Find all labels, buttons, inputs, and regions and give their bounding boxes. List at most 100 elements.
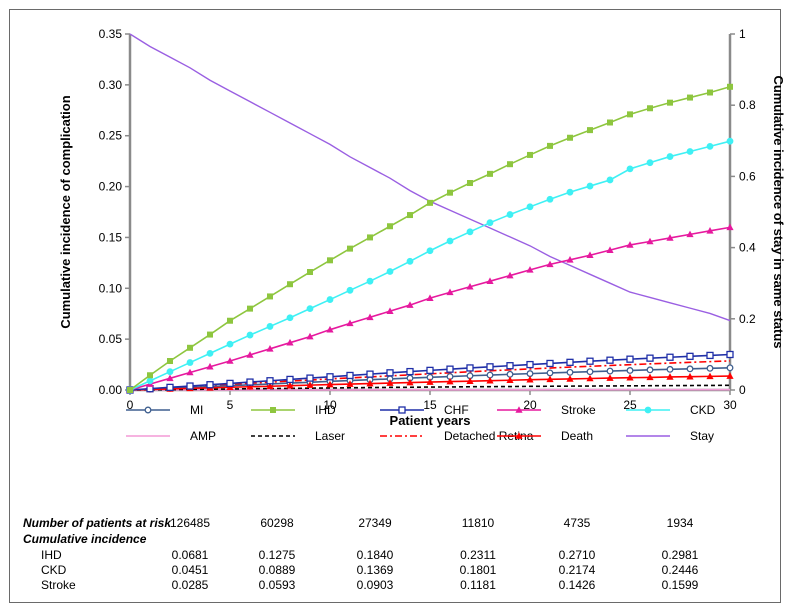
legend-marker-death [515, 432, 523, 439]
legend-item-detached-retina: Detached Retina [380, 429, 534, 443]
data-point-stroke [346, 319, 354, 327]
data-point-ihd [667, 99, 673, 106]
risk-row-label: CKD [41, 563, 67, 577]
data-point-stroke [466, 282, 474, 290]
data-point-ihd [247, 305, 253, 312]
data-point-ihd [167, 358, 173, 365]
data-point-mi [606, 367, 614, 375]
data-point-chf [286, 375, 294, 384]
risk-value: 0.0593 [258, 578, 296, 592]
data-point-stroke [406, 301, 414, 308]
data-point-death [646, 373, 654, 381]
data-point-chf [446, 365, 454, 373]
data-point-stroke [566, 256, 574, 263]
data-point-ckd [246, 331, 254, 339]
risk-value: 0.2174 [558, 563, 596, 577]
data-point-ihd [427, 199, 433, 206]
data-point-death [546, 375, 554, 383]
data-point-ckd [666, 153, 674, 160]
data-point-death [486, 376, 494, 384]
data-point-ckd [466, 228, 474, 236]
data-point-ckd [506, 211, 514, 218]
risk-patients-value: 126485 [169, 516, 211, 530]
x-axis-title: Patient years [390, 413, 471, 428]
x-tick-label: 10 [323, 398, 337, 412]
data-point-stroke [666, 234, 674, 241]
data-point-mi [526, 370, 534, 378]
data-point-mi [586, 368, 594, 376]
data-point-ihd [587, 127, 593, 134]
legend-marker-chf [398, 406, 406, 414]
data-point-ckd [706, 142, 714, 150]
legend-label-amp: AMP [190, 429, 216, 443]
data-point-ckd [146, 377, 154, 385]
data-point-stroke [326, 325, 334, 333]
legend-item-laser: Laser [251, 429, 345, 443]
y-left-tick-label: 0.25 [99, 129, 123, 143]
data-point-chf [266, 377, 274, 385]
data-point-stroke [286, 338, 294, 346]
data-point-chf [246, 378, 254, 386]
data-point-ckd [586, 182, 594, 190]
legend-label-stay: Stay [690, 429, 714, 443]
data-point-chf [226, 379, 234, 388]
series-ihd [127, 83, 733, 393]
data-point-chf [366, 370, 374, 378]
data-point-chf [186, 382, 194, 390]
data-point-ckd [606, 176, 614, 184]
legend-label-stroke: Stroke [561, 403, 596, 417]
data-point-death [666, 373, 674, 380]
y-left-tick-label: 0.15 [99, 230, 123, 244]
legend-label-detached-retina: Detached Retina [444, 429, 534, 443]
data-point-death [286, 381, 294, 389]
data-point-chf [706, 351, 714, 360]
data-point-ihd [267, 293, 273, 300]
data-point-chf [386, 369, 394, 377]
data-point-death [466, 377, 474, 384]
data-point-stroke [506, 271, 514, 279]
x-tick-label: 0 [127, 398, 134, 412]
data-point-ihd [287, 281, 293, 288]
data-point-chf [646, 354, 654, 362]
data-point-ihd [547, 142, 553, 149]
x-tick-label: 25 [623, 398, 637, 412]
data-point-chf [666, 353, 674, 361]
data-point-chf [626, 355, 634, 363]
legend-item-stay: Stay [626, 429, 714, 443]
data-point-stroke [446, 288, 454, 296]
risk-patients-value: 4735 [563, 516, 591, 530]
legend-label-ckd: CKD [690, 403, 716, 417]
data-point-chf [726, 350, 734, 359]
legend-label-laser: Laser [315, 429, 345, 443]
data-point-stroke [306, 332, 314, 340]
data-point-stroke [266, 345, 274, 352]
risk-value: 0.0451 [171, 563, 209, 577]
data-point-ihd [127, 387, 133, 393]
data-point-mi [626, 367, 634, 374]
risk-patients-label: Number of patients at risk [23, 516, 172, 530]
data-point-mi [686, 365, 694, 373]
risk-value: 0.1275 [258, 548, 296, 562]
data-point-death [386, 379, 394, 386]
legend-item-death: Death [497, 429, 593, 443]
risk-value: 0.1599 [661, 578, 699, 592]
legend-item-amp: AMP [126, 429, 216, 443]
y-left-tick-label: 0.35 [99, 27, 123, 41]
data-point-ckd [266, 323, 274, 330]
data-point-ihd [447, 189, 453, 196]
risk-value: 0.2981 [661, 548, 699, 562]
data-point-chf [566, 358, 574, 366]
data-point-chf [206, 381, 214, 389]
y-left-tick-label: 0.00 [99, 383, 123, 397]
risk-patients-value: 11810 [461, 516, 495, 530]
legend-item-ihd: IHD [251, 403, 336, 417]
data-point-ihd [207, 331, 213, 338]
y-left-tick-label: 0.05 [99, 332, 123, 346]
x-tick-label: 5 [227, 398, 234, 412]
risk-value: 0.1181 [460, 578, 496, 592]
data-point-ckd [306, 305, 314, 313]
data-point-stroke [386, 307, 394, 314]
risk-cumulative-label: Cumulative incidence [23, 532, 147, 546]
data-point-mi [726, 364, 734, 372]
data-point-death [626, 373, 634, 381]
